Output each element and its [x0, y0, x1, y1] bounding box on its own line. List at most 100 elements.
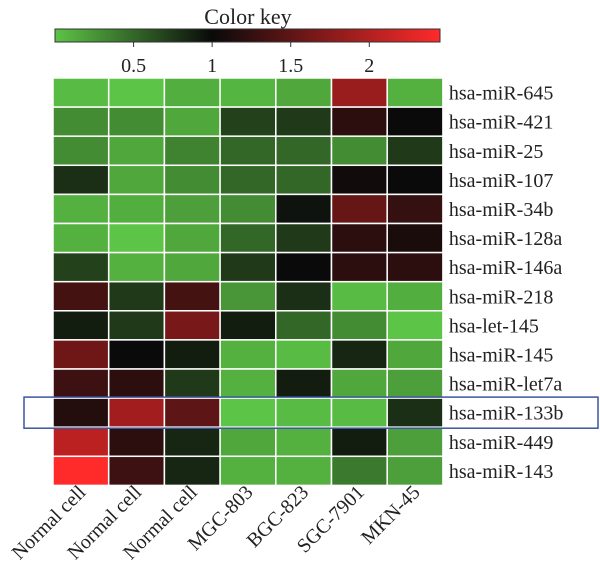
heatmap-cell	[163, 77, 221, 108]
heatmap-cell	[52, 222, 110, 254]
heatmap-cell	[219, 77, 277, 108]
row-label: hsa-miR-128a	[449, 228, 562, 250]
heatmap-cell	[330, 280, 388, 312]
column-label: MKN-45	[357, 481, 424, 548]
heatmap-cell	[163, 106, 221, 137]
heatmap-cell	[107, 164, 166, 196]
heatmap-cell	[219, 193, 277, 225]
color-key-tick-label: 2	[364, 55, 374, 77]
heatmap-cell	[386, 280, 444, 312]
heatmap-cell	[52, 397, 110, 428]
heatmap-cell	[386, 135, 444, 167]
heatmap-cell	[275, 397, 333, 428]
heatmap-cell	[163, 280, 221, 312]
row-label: hsa-miR-let7a	[449, 374, 562, 396]
heatmap-cell	[107, 280, 166, 312]
heatmap-cell	[386, 251, 444, 283]
heatmap-cell	[330, 135, 388, 167]
heatmap-cell	[52, 426, 110, 458]
row-label: hsa-miR-34b	[449, 199, 553, 221]
heatmap-cell	[275, 106, 333, 137]
heatmap-cell	[52, 164, 110, 196]
heatmap-cell	[107, 426, 166, 458]
row-label: hsa-miR-133b	[449, 403, 563, 425]
heatmap-cell	[275, 339, 333, 370]
heatmap-cell	[386, 310, 444, 341]
heatmap-cell	[107, 251, 166, 283]
heatmap-cell	[330, 426, 388, 458]
heatmap-cell	[275, 135, 333, 167]
heatmap-cell	[52, 368, 110, 399]
heatmap-cell	[330, 164, 388, 196]
heatmap-cell	[386, 193, 444, 225]
row-label: hsa-let-145	[449, 315, 539, 337]
row-label: hsa-miR-146a	[449, 257, 562, 279]
heatmap-cell	[107, 455, 166, 487]
heatmap-cell	[107, 135, 166, 167]
heatmap-cell	[52, 77, 110, 108]
heatmap-cell	[386, 77, 444, 108]
heatmap-cell	[275, 368, 333, 399]
heatmap-cell	[52, 106, 110, 137]
heatmap-cell	[163, 455, 221, 487]
heatmap-cell	[275, 164, 333, 196]
heatmap-cell	[330, 339, 388, 370]
heatmap-cell	[386, 426, 444, 458]
highlight-row-box	[23, 396, 599, 429]
row-label: hsa-miR-107	[449, 170, 553, 192]
heatmap-cell	[163, 397, 221, 428]
heatmap-cell	[107, 106, 166, 137]
heatmap-cell	[219, 426, 277, 458]
heatmap-cell	[52, 193, 110, 225]
color-key-ticks: 0.5 1 1.5 2	[121, 42, 374, 77]
heatmap-cell	[163, 164, 221, 196]
heatmap-cell	[219, 280, 277, 312]
heatmap-cell	[219, 135, 277, 167]
heatmap-cell	[275, 222, 333, 254]
heatmap-cell	[163, 251, 221, 283]
heatmap-cell	[163, 310, 221, 341]
heatmap-cell	[52, 310, 110, 341]
heatmap-cell	[386, 164, 444, 196]
heatmap-cell	[163, 426, 221, 458]
heatmap-cell	[163, 193, 221, 225]
heatmap-cell	[275, 77, 333, 108]
heatmap-cell	[330, 310, 388, 341]
heatmap-cell	[330, 368, 388, 399]
row-label: hsa-miR-421	[449, 112, 553, 134]
heatmap-cell	[107, 193, 166, 225]
heatmap-cell	[163, 368, 221, 399]
heatmap-cell	[163, 222, 221, 254]
row-label: hsa-miR-145	[449, 344, 553, 366]
heatmap-cell	[386, 222, 444, 254]
heatmap-cell	[275, 455, 333, 487]
heatmap-cell	[219, 339, 277, 370]
heatmap-cell	[107, 77, 166, 108]
color-key: Color key 0.5 1 1.5 2	[54, 4, 441, 77]
heatmap-cell	[52, 251, 110, 283]
color-key-title: Color key	[204, 4, 291, 29]
heatmap-cell	[330, 193, 388, 225]
heatmap-cell	[330, 77, 388, 108]
heatmap-cell	[275, 310, 333, 341]
heatmap-cell	[275, 193, 333, 225]
color-key-tick-label: 1.5	[278, 55, 303, 77]
heatmap-cell	[107, 222, 166, 254]
highlight-box	[23, 396, 599, 429]
heatmap-cell	[52, 339, 110, 370]
row-labels: hsa-miR-645 hsa-miR-421 hsa-miR-25 hsa-miR-…	[449, 83, 563, 483]
heatmap-cell	[219, 251, 277, 283]
color-key-tick-label: 0.5	[121, 55, 146, 77]
heatmap-cell	[275, 280, 333, 312]
row-label: hsa-miR-218	[449, 286, 553, 308]
heatmap-cell	[219, 222, 277, 254]
heatmap-cell	[219, 310, 277, 341]
row-label: hsa-miR-449	[449, 432, 553, 454]
heatmap-cell	[330, 106, 388, 137]
heatmap-cells	[52, 77, 444, 487]
row-label: hsa-miR-645	[449, 83, 553, 105]
heatmap-cell	[52, 455, 110, 487]
heatmap-cell	[219, 397, 277, 428]
heatmap-cell	[386, 368, 444, 399]
